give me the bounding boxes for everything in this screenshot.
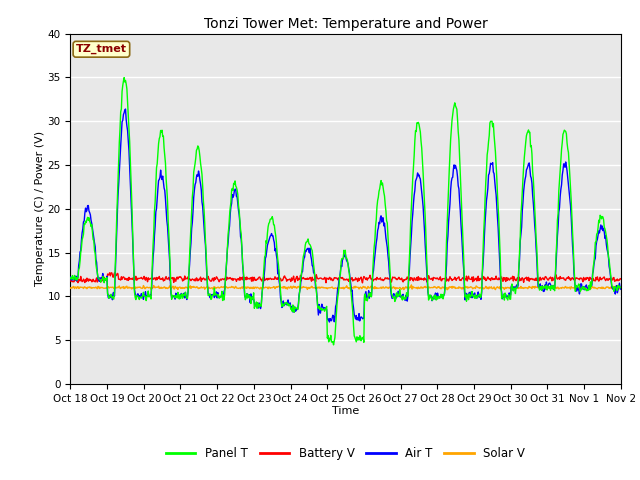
Solar V <box>418 285 426 291</box>
Battery V <box>402 276 410 282</box>
Air T <box>419 196 426 202</box>
Battery V <box>106 270 113 276</box>
Battery V <box>485 276 493 282</box>
Panel T <box>100 280 108 286</box>
Battery V <box>358 280 366 286</box>
Battery V <box>419 276 426 282</box>
Air T <box>100 277 108 283</box>
Panel T <box>388 291 396 297</box>
Battery V <box>100 275 108 280</box>
Line: Air T: Air T <box>70 109 621 322</box>
Air T <box>67 274 74 280</box>
Panel T <box>617 285 625 290</box>
Panel T <box>402 296 410 301</box>
Air T <box>542 286 550 292</box>
Air T <box>388 293 396 299</box>
Battery V <box>617 276 625 282</box>
Air T <box>402 292 410 298</box>
Air T <box>326 319 333 325</box>
Battery V <box>542 274 550 279</box>
Legend: Panel T, Battery V, Air T, Solar V: Panel T, Battery V, Air T, Solar V <box>161 443 530 465</box>
Air T <box>617 287 625 292</box>
Panel T <box>330 342 337 348</box>
Line: Battery V: Battery V <box>70 273 621 283</box>
Solar V <box>617 285 625 290</box>
Title: Tonzi Tower Met: Temperature and Power: Tonzi Tower Met: Temperature and Power <box>204 17 488 31</box>
Battery V <box>67 278 74 284</box>
Solar V <box>67 285 74 291</box>
Solar V <box>408 282 415 288</box>
Solar V <box>100 285 108 291</box>
Air T <box>122 106 129 112</box>
Solar V <box>444 287 451 293</box>
Panel T <box>120 75 128 81</box>
Line: Solar V: Solar V <box>70 285 621 290</box>
Line: Panel T: Panel T <box>70 78 621 345</box>
Panel T <box>67 275 74 281</box>
Y-axis label: Temperature (C) / Power (V): Temperature (C) / Power (V) <box>35 131 45 287</box>
Air T <box>485 171 493 177</box>
X-axis label: Time: Time <box>332 407 359 417</box>
Panel T <box>419 157 426 163</box>
Text: TZ_tmet: TZ_tmet <box>76 44 127 54</box>
Panel T <box>542 286 550 291</box>
Solar V <box>485 284 493 290</box>
Panel T <box>485 132 493 138</box>
Battery V <box>388 279 396 285</box>
Solar V <box>542 286 550 292</box>
Solar V <box>401 285 408 291</box>
Solar V <box>386 285 394 290</box>
